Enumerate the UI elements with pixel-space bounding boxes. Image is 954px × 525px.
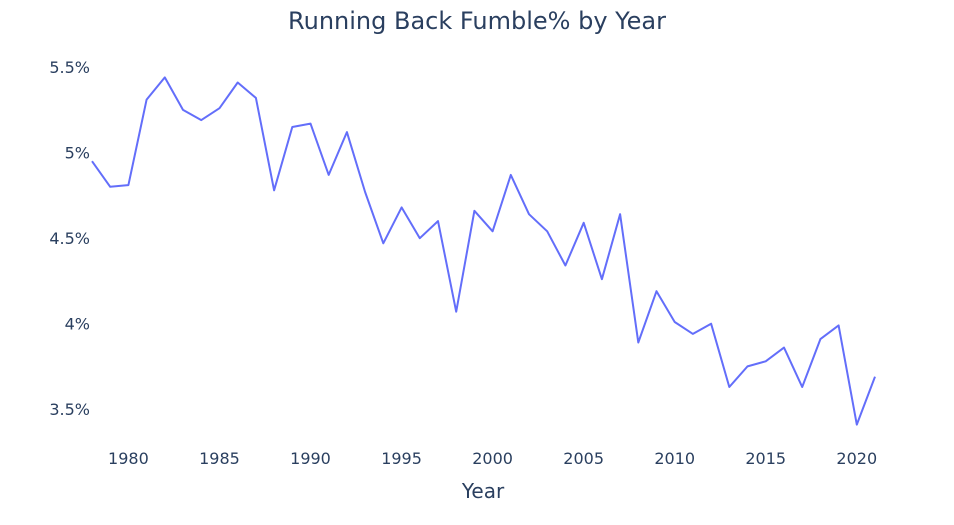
chart-title: Running Back Fumble% by Year (288, 7, 666, 35)
x-tick-label: 2000 (472, 449, 513, 468)
y-tick-label: 5.5% (49, 58, 90, 77)
x-tick-label: 2015 (745, 449, 786, 468)
x-tick-label: 2010 (654, 449, 695, 468)
x-tick-label: 1995 (381, 449, 422, 468)
x-tick-label: 1990 (290, 449, 331, 468)
x-tick-label: 2020 (836, 449, 877, 468)
y-axis: 3.5% 4% 4.5% 5% 5.5% (49, 58, 90, 419)
y-tick-label: 4.5% (49, 229, 90, 248)
y-tick-label: 5% (65, 144, 90, 163)
series-line (91, 76, 876, 426)
y-tick-label: 4% (65, 315, 90, 334)
x-axis-title: Year (461, 479, 505, 503)
x-tick-label: 1985 (199, 449, 240, 468)
y-tick-label: 3.5% (49, 400, 90, 419)
x-tick-label: 2005 (563, 449, 604, 468)
x-axis: 1980 1985 1990 1995 2000 2005 2010 2015 2020 (108, 449, 877, 468)
x-tick-label: 1980 (108, 449, 149, 468)
